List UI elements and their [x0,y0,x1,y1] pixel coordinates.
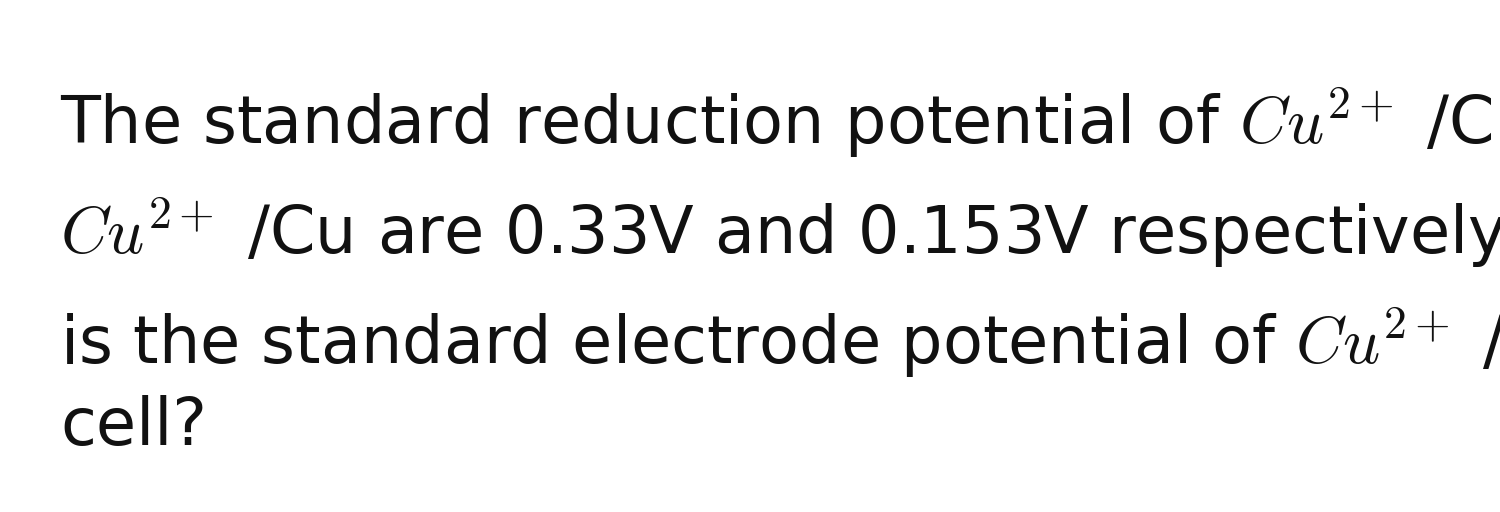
Text: $\mathit{Cu}^{2+}$ /Cu are 0.33V and 0.153V respectively. What: $\mathit{Cu}^{2+}$ /Cu are 0.33V and 0.1… [60,195,1500,270]
Text: is the standard electrode potential of $\mathit{Cu}^{2+}$ /Cu half: is the standard electrode potential of $… [60,305,1500,380]
Text: cell?: cell? [60,395,207,459]
Text: The standard reduction potential of $\mathit{Cu}^{2+}$ /Cu and: The standard reduction potential of $\ma… [60,85,1500,160]
